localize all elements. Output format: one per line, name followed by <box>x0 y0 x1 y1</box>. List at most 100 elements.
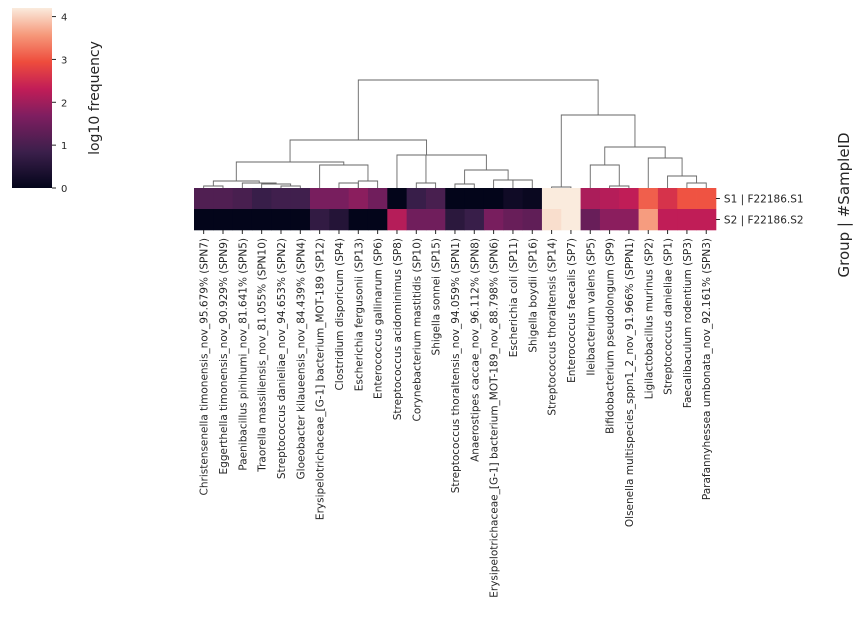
heatmap-cell <box>348 209 369 231</box>
column-label: Streptococcus danieliae_nov_94.653% (SPN… <box>276 238 288 479</box>
heatmap-cell <box>522 209 543 231</box>
column-label: Streptococcus thoraltensis (SP14) <box>547 238 559 416</box>
heatmap-cell <box>541 209 562 231</box>
y-axis-label: Group | #SampleID <box>835 132 853 277</box>
heatmap-cell <box>367 188 388 210</box>
column-label: Escherichia coli (SP11) <box>508 238 520 357</box>
heatmap-cell <box>464 209 485 231</box>
heatmap-cell <box>677 209 697 231</box>
colorbar-tick-label: 1 <box>61 141 67 152</box>
heatmap-cells <box>194 188 717 231</box>
colorbar-tick-label: 0 <box>61 184 67 195</box>
colorbar-label: log10 frequency <box>87 41 103 155</box>
dendrogram-link <box>357 79 599 140</box>
heatmap-cell <box>657 209 678 231</box>
heatmap-cell <box>387 188 408 210</box>
heatmap-cell <box>406 188 427 210</box>
column-label: Streptococcus acidominimus (SP8) <box>392 238 404 420</box>
heatmap-cell <box>271 188 292 210</box>
heatmap-cell <box>483 188 504 210</box>
column-label: Eggerthella timonensis_nov_90.929% (SPN9… <box>218 238 230 474</box>
column-label: Shigella sonnei (SP15) <box>431 238 443 355</box>
heatmap-cell <box>406 209 427 231</box>
column-label: Enterococcus gallinarum (SP6) <box>373 238 385 399</box>
heatmap-cell <box>445 209 466 231</box>
heatmap-cell <box>425 209 446 231</box>
heatmap-cell <box>367 209 388 231</box>
column-label: Anaerostipes caccae_nov_96.112% (SPN8) <box>469 238 481 462</box>
row-label: S2 | F22186.S2 <box>724 215 804 227</box>
heatmap-cell <box>696 209 717 231</box>
row-label: S1 | F22186.S1 <box>724 194 804 206</box>
dendrogram-link <box>415 182 437 188</box>
column-label: Shigella boydii (SP16) <box>527 238 539 353</box>
dendrogram-link <box>396 154 457 188</box>
dendrogram-link <box>289 139 428 162</box>
heatmap-cell <box>251 188 272 210</box>
column-label: Faecalibaculum rodentium (SP3) <box>682 238 694 408</box>
dendrogram-link <box>686 182 707 188</box>
heatmap-cell <box>232 209 253 231</box>
column-label: Traorella massiliensis_nov_81.055% (SPN1… <box>257 238 269 473</box>
dendrogram-link <box>589 164 620 188</box>
heatmap-cell <box>561 188 581 210</box>
heatmap-cell <box>464 188 485 210</box>
column-label: Corynebacterium mastitidis (SP10) <box>411 238 423 421</box>
row-labels: S1 | F22186.S1 S2 | F22186.S2 <box>715 194 804 227</box>
column-label: Paenibacillus pinihumi_nov_81.641% (SPN5… <box>237 238 249 471</box>
dendrogram-link <box>338 182 359 188</box>
column-label: Gloeobacter kilaueensis_nov_84.439% (SPN… <box>295 238 307 479</box>
column-label: Christensenella timonensis_nov_95.679% (… <box>199 238 211 495</box>
heatmap-cell <box>522 188 543 210</box>
heatmap-cell <box>329 209 350 231</box>
column-label: Ligilactobacillus murinus (SP2) <box>643 238 655 399</box>
column-label: Bifidobacterium pseudolongum (SP9) <box>605 238 617 434</box>
heatmap-cell <box>561 209 581 231</box>
heatmap-cell <box>213 209 234 231</box>
dendrogram-link <box>647 157 683 188</box>
dendrogram-link <box>425 154 487 183</box>
heatmap-cell <box>580 209 601 231</box>
column-label: Erysipelotrichaceae_[G-1] bacterium_MOT-… <box>489 238 501 598</box>
dendrogram-link <box>319 164 369 188</box>
colorbar-gradient <box>12 8 52 188</box>
column-label: Enterococcus faecalis (SP7) <box>566 238 578 383</box>
column-label: Olsenella multispecies_sppn1_2_nov_91.96… <box>624 238 636 527</box>
heatmap-cell <box>503 209 524 231</box>
column-label: Streptococcus thoraltensis_nov_94.059% (… <box>450 238 462 493</box>
heatmap-cell <box>232 188 253 210</box>
heatmap-cell <box>657 188 678 210</box>
dendrogram-link <box>464 169 509 184</box>
heatmap-cell <box>290 209 311 231</box>
colorbar-tick-label: 2 <box>61 98 67 109</box>
dendrogram-link <box>280 185 301 188</box>
heatmap-cell <box>445 188 466 210</box>
heatmap-cell <box>619 188 639 210</box>
dendrogram-link <box>609 185 630 188</box>
heatmap-cell <box>638 209 659 231</box>
dendrogram-link <box>604 146 666 165</box>
heatmap-cell <box>541 188 562 210</box>
column-labels: Christensenella timonensis_nov_95.679% (… <box>199 230 713 598</box>
column-label: Ileibacterium valens (SP5) <box>585 238 597 376</box>
colorbar-tick-label: 4 <box>61 13 67 24</box>
heatmap-cell <box>696 188 717 210</box>
colorbar-ticks: 0 1 2 3 4 <box>52 13 67 195</box>
dendrogram-link <box>493 179 523 188</box>
heatmap-cell <box>309 188 330 210</box>
column-label: Clostridium disporicum (SP4) <box>334 238 346 391</box>
column-dendrogram <box>203 79 707 188</box>
heatmap-cell <box>483 209 504 231</box>
heatmap-cell <box>677 188 697 210</box>
colorbar-tick-label: 3 <box>61 55 67 66</box>
heatmap-cell <box>348 188 369 210</box>
heatmap-cell <box>619 209 639 231</box>
column-label: Erysipelotrichaceae_[G-1] bacterium_MOT-… <box>315 238 327 520</box>
heatmap-cell <box>251 209 272 231</box>
heatmap-cell <box>580 188 601 210</box>
dendrogram-link <box>512 179 533 188</box>
heatmap-cell <box>271 209 292 231</box>
column-label: Streptococcus danieliae (SP1) <box>663 238 675 395</box>
dendrogram-link <box>203 185 224 188</box>
